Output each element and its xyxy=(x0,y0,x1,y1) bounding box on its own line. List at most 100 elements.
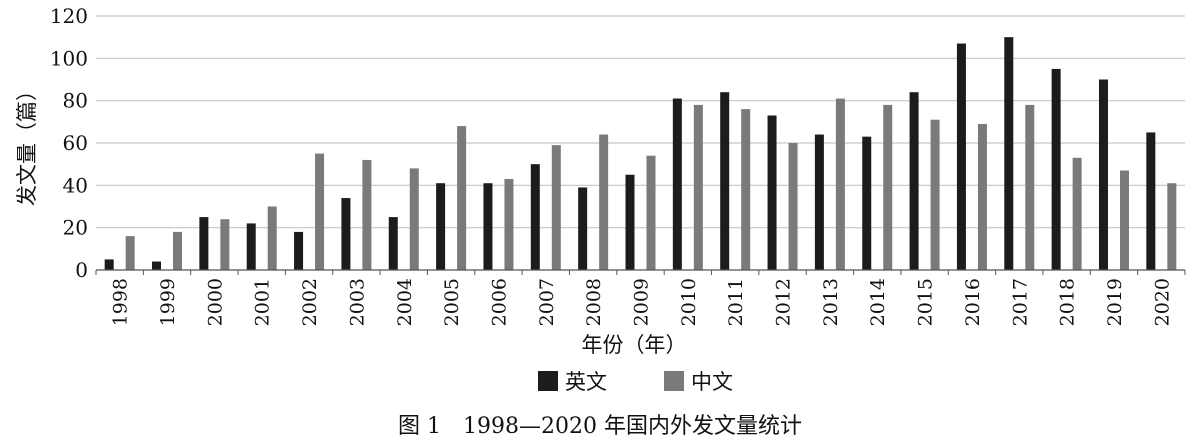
bar-chinese-2014 xyxy=(883,104,893,271)
bar-english-2010 xyxy=(672,98,682,270)
bar-english-2017 xyxy=(1004,37,1014,270)
bar-chinese-2004 xyxy=(409,168,419,270)
x-tick-label: 1998 xyxy=(110,278,132,326)
bar-chinese-1999 xyxy=(173,231,183,270)
bar-group-2010 xyxy=(672,98,703,271)
bar-english-2003 xyxy=(341,198,351,270)
x-tick-label: 2006 xyxy=(488,278,510,326)
x-tick-label: 2004 xyxy=(394,278,416,326)
bar-english-1998 xyxy=(104,259,114,270)
bar-english-2019 xyxy=(1098,79,1108,270)
bar-english-2005 xyxy=(436,183,446,270)
bar-english-2001 xyxy=(246,223,256,270)
x-tick-label: 2007 xyxy=(536,278,558,326)
bar-group-1999 xyxy=(152,231,183,270)
x-tick-label: 2005 xyxy=(441,278,463,326)
bar-english-2002 xyxy=(294,231,304,270)
legend-label-english: 英文 xyxy=(565,370,607,394)
bar-english-2000 xyxy=(199,217,209,270)
bar-english-2004 xyxy=(388,217,398,270)
legend-swatch-chinese xyxy=(664,371,684,391)
bar-english-2008 xyxy=(578,187,588,270)
bar-chinese-2011 xyxy=(741,109,751,270)
bar-chinese-2002 xyxy=(315,153,325,270)
bar-chinese-2020 xyxy=(1167,183,1177,270)
bar-chinese-2001 xyxy=(267,206,277,270)
legend-label-chinese: 中文 xyxy=(691,370,733,394)
x-tick-label: 2018 xyxy=(1057,278,1079,326)
bar-english-2009 xyxy=(625,174,635,270)
x-tick-label: 1999 xyxy=(157,278,179,326)
bar-chinese-2005 xyxy=(457,126,467,270)
bar-chinese-2012 xyxy=(788,143,798,270)
bar-group-2020 xyxy=(1146,132,1177,270)
bar-group-2013 xyxy=(814,98,845,270)
x-tick-label: 2020 xyxy=(1151,278,1173,326)
x-tick-label: 2000 xyxy=(204,278,226,326)
y-axis-label: 发文量（篇） xyxy=(15,80,39,206)
x-tick-label: 2015 xyxy=(915,278,937,326)
bar-chinese-2008 xyxy=(599,134,609,270)
bar-chinese-2018 xyxy=(1072,157,1082,270)
bar-chinese-2017 xyxy=(1025,104,1035,271)
x-tick-label: 2016 xyxy=(962,278,984,326)
bar-group-2000 xyxy=(199,217,230,270)
x-axis-label: 年份（年） xyxy=(582,333,687,357)
bar-group-2009 xyxy=(625,155,656,270)
y-tick-label: 120 xyxy=(50,4,88,28)
x-tick-label: 2011 xyxy=(725,278,747,326)
bar-group-2016 xyxy=(956,43,987,271)
bar-group-2011 xyxy=(720,92,751,270)
bar-group-2014 xyxy=(862,104,893,271)
bar-group-2008 xyxy=(578,134,609,270)
x-tick-label: 2001 xyxy=(252,278,274,326)
x-tick-label: 2008 xyxy=(583,278,605,326)
bar-english-1999 xyxy=(152,261,162,270)
bar-english-2013 xyxy=(814,134,824,270)
y-tick-label: 0 xyxy=(75,258,88,282)
bar-english-2011 xyxy=(720,92,730,270)
bar-group-1998 xyxy=(104,236,135,270)
bar-english-2018 xyxy=(1051,68,1061,271)
bars xyxy=(104,37,1177,271)
x-tick-label: 2017 xyxy=(1009,278,1031,326)
bar-english-2012 xyxy=(767,115,777,270)
bar-chinese-2000 xyxy=(220,219,230,270)
x-tick-label: 2012 xyxy=(773,278,795,326)
bar-chinese-2015 xyxy=(930,119,940,270)
bar-chinese-2009 xyxy=(646,155,656,270)
x-tick-label: 2010 xyxy=(678,278,700,326)
x-tick-label: 2002 xyxy=(299,278,321,326)
y-tick-label: 60 xyxy=(63,131,88,155)
bar-chinese-2006 xyxy=(504,178,514,270)
bar-group-2004 xyxy=(388,168,419,270)
x-axis-ticks: 1998 1999 2000 2001 2002 2003 2004 2005 2006 2007… xyxy=(95,270,1186,326)
x-tick-label: 2013 xyxy=(820,278,842,326)
bar-group-2019 xyxy=(1098,79,1129,270)
bar-group-2006 xyxy=(483,178,514,270)
gridlines xyxy=(96,15,1185,229)
bar-english-2007 xyxy=(530,164,540,270)
bar-chinese-2010 xyxy=(693,104,703,271)
bar-english-2016 xyxy=(956,43,966,271)
figure-caption: 图 1 1998—2020 年国内外发文量统计 xyxy=(398,414,802,439)
x-tick-label: 2019 xyxy=(1104,278,1126,326)
bar-chinese-2019 xyxy=(1119,170,1129,270)
x-tick-label: 2003 xyxy=(346,278,368,326)
bar-group-2002 xyxy=(294,153,325,270)
bar-group-2003 xyxy=(341,159,372,270)
legend: 英文 中文 xyxy=(538,370,733,394)
bar-english-2006 xyxy=(483,183,493,270)
bar-english-2015 xyxy=(909,92,919,270)
bar-group-2001 xyxy=(246,206,277,270)
y-tick-label: 100 xyxy=(50,46,88,70)
bar-group-2017 xyxy=(1004,37,1035,271)
bar-group-2007 xyxy=(530,145,561,270)
bar-chinese-1998 xyxy=(125,236,135,270)
y-tick-label: 40 xyxy=(63,173,88,197)
x-tick-label: 2009 xyxy=(631,278,653,326)
y-tick-label: 80 xyxy=(63,89,88,113)
bar-group-2018 xyxy=(1051,68,1082,271)
bar-chinese-2016 xyxy=(977,123,987,270)
